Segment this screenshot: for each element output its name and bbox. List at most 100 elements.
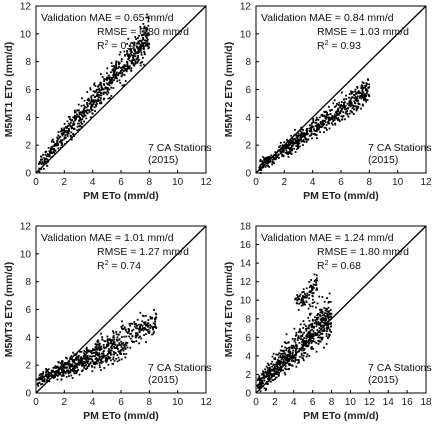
data-point [351, 107, 354, 110]
data-point [312, 333, 315, 335]
data-point [123, 50, 126, 53]
data-point [292, 357, 294, 360]
y-tick-label: 4 [25, 113, 31, 124]
data-point [268, 376, 270, 379]
data-point [320, 319, 323, 321]
data-point [306, 130, 309, 132]
data-point [154, 323, 156, 326]
data-point [80, 121, 83, 123]
data-point [102, 88, 105, 91]
data-point [308, 355, 311, 357]
data-point [96, 91, 99, 94]
data-point [311, 305, 314, 308]
data-point [124, 68, 127, 71]
data-point [308, 342, 311, 344]
data-point [125, 341, 127, 344]
data-point [106, 88, 109, 90]
data-point [279, 367, 281, 369]
data-point [303, 349, 305, 351]
data-point [313, 322, 316, 325]
data-point [120, 344, 123, 347]
data-point [308, 281, 311, 283]
data-point [294, 360, 296, 363]
data-point [118, 359, 121, 362]
data-point [108, 78, 111, 81]
data-point [298, 329, 301, 332]
data-point [92, 94, 95, 97]
data-point [321, 329, 324, 332]
data-point [107, 341, 109, 344]
data-point [112, 70, 115, 73]
data-point [37, 382, 39, 385]
data-point [300, 304, 303, 307]
data-point [289, 146, 291, 149]
data-point [278, 156, 280, 159]
data-point [46, 376, 49, 378]
data-point [272, 372, 275, 375]
data-point [90, 107, 92, 110]
data-point [301, 343, 303, 346]
data-point [113, 338, 115, 341]
data-point [263, 157, 266, 160]
data-point [130, 70, 133, 72]
data-point [306, 327, 308, 330]
data-point [362, 104, 364, 107]
data-point [138, 330, 141, 333]
data-point [331, 123, 334, 126]
data-point [362, 91, 364, 94]
data-point [260, 169, 263, 171]
data-point [329, 309, 332, 311]
data-point [128, 328, 130, 331]
data-point [128, 65, 131, 68]
data-point [263, 159, 266, 162]
data-point [302, 327, 305, 329]
data-point [43, 160, 46, 162]
data-point [262, 373, 265, 376]
data-point [60, 364, 63, 366]
data-point [297, 146, 299, 149]
data-point [93, 101, 95, 104]
data-point [304, 132, 307, 135]
data-point [338, 112, 341, 115]
data-point [315, 350, 318, 353]
data-point [302, 301, 305, 303]
data-point [297, 335, 300, 338]
data-point [284, 357, 286, 360]
data-point [365, 82, 368, 84]
data-point [298, 145, 301, 148]
data-point [315, 283, 318, 286]
data-point [110, 62, 113, 64]
data-point [66, 133, 69, 136]
data-point [265, 373, 268, 376]
data-point [324, 121, 327, 124]
data-point [148, 42, 150, 45]
data-point [89, 361, 92, 364]
data-point [48, 150, 51, 153]
data-point [302, 129, 304, 131]
data-point [135, 325, 138, 327]
data-point [326, 313, 329, 315]
data-point [267, 383, 269, 385]
data-point [294, 142, 296, 145]
data-point [313, 280, 316, 282]
data-point [267, 368, 270, 371]
data-point [297, 140, 300, 143]
data-point [139, 62, 142, 64]
stations-note-line: 7 CA Stations [148, 362, 212, 374]
data-point [91, 103, 94, 106]
data-point [99, 83, 101, 86]
x-tick-label: 12 [364, 397, 376, 408]
data-point [340, 104, 342, 106]
data-point [334, 122, 336, 125]
data-point [138, 46, 141, 48]
data-point [98, 344, 101, 347]
data-point [299, 301, 302, 304]
data-point [135, 332, 137, 334]
data-point [46, 165, 49, 167]
data-point [324, 319, 327, 322]
stations-note: 7 CA Stations(2015) [368, 142, 432, 166]
data-point [92, 361, 95, 364]
data-point [360, 97, 363, 100]
data-point [124, 54, 126, 56]
data-point [128, 48, 131, 50]
